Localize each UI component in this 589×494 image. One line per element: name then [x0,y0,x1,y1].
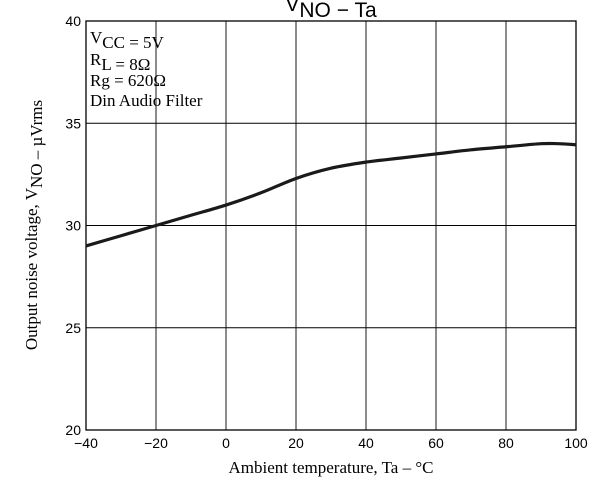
annotation-line: Rg = 620Ω [90,71,166,90]
y-axis-label: Output noise voltage, VNO – µVrms [22,100,46,350]
x-axis-label: Ambient temperature, Ta – °C [229,458,434,477]
annotation-line: RL = 8Ω [90,50,150,74]
plot-frame [85,20,577,431]
y-tick-label: 40 [65,13,81,29]
annotation-line: Din Audio Filter [90,91,203,110]
x-tick-label: −20 [144,435,168,451]
x-tick-label: 0 [222,435,230,451]
x-tick-labels: −40 −20 0 20 40 60 80 100 [74,435,588,451]
y-tick-label: 30 [65,218,81,234]
series-line [85,141,577,248]
y-tick-label: 25 [65,320,81,336]
x-tick-label: 80 [498,435,514,451]
grid [86,21,576,430]
x-tick-label: 40 [358,435,374,451]
x-tick-label: 60 [428,435,444,451]
x-tick-label: 20 [288,435,304,451]
x-tick-label: 100 [564,435,588,451]
chart-title: VNO − Ta [285,0,377,22]
y-tick-label: 20 [65,422,81,438]
series [85,141,577,248]
y-tick-labels: 20 25 30 35 40 [65,13,81,438]
y-tick-label: 35 [65,115,81,131]
annotation-line: VCC = 5V [90,28,165,52]
x-tick-label: −40 [74,435,98,451]
